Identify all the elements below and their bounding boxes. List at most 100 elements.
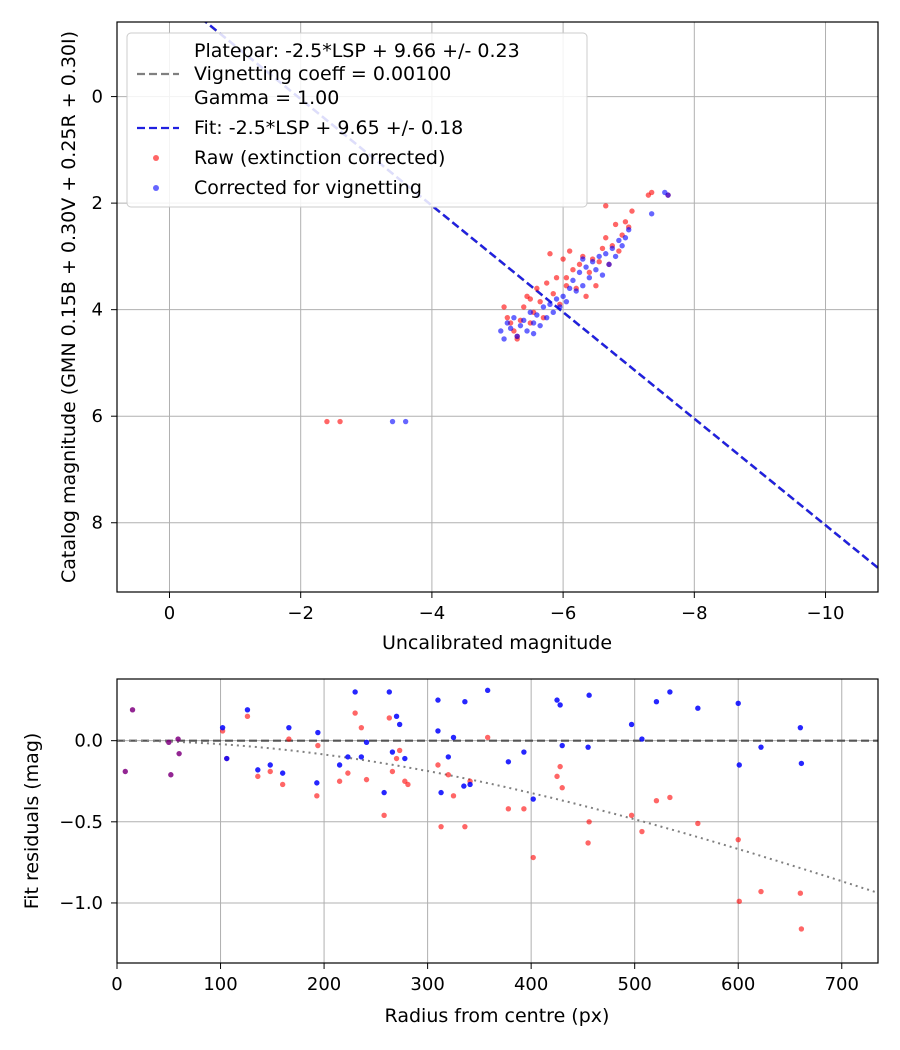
corrected-point [583,264,589,270]
legend-label-fit: Fit: -2.5*LSP + 9.65 +/- 0.18 [194,117,463,139]
corrected-residual-point [628,721,635,728]
corrected-residual-point [735,700,741,707]
legend-label-vignetting: Vignetting coeff = 0.00100 [194,63,451,85]
raw-residual-point [505,806,512,812]
overlap-residual-point [176,750,182,757]
raw-residual-point [386,715,393,721]
corrected-point [665,192,671,198]
legend-label-platepar: Platepar: -2.5*LSP + 9.66 +/- 0.23 [194,40,520,62]
raw-residual-point [585,840,591,846]
top-xlabel: Uncalibrated magnitude [382,632,612,654]
overlap-residual-point [122,768,128,775]
corrected-point [580,256,586,262]
corrected-point [530,320,537,326]
corrected-point [619,243,625,249]
raw-residual-point [389,768,396,775]
raw-residual-point [736,898,742,905]
corrected-residual-point [450,734,457,741]
corrected-point [517,322,524,329]
corrected-point [507,325,514,332]
raw-point [622,219,629,225]
bottom-xtick-label: 500 [618,974,652,995]
corrected-point [589,259,596,265]
raw-point [593,282,599,289]
top-xtick-label: −8 [681,603,708,624]
legend-swatch-raw [153,155,159,161]
raw-residual-point [405,781,411,788]
raw-point [337,418,343,425]
bottom-xtick-label: 0 [111,974,122,995]
raw-residual-point [798,926,805,932]
corrected-residual-point [667,689,673,695]
bottom-tick-labels: 0 100 200 300 400 500 600 700 0.0 −0.5 −1.0 [59,731,859,995]
raw-point [583,293,589,300]
raw-point [547,251,553,257]
corrected-residual-point [396,721,403,728]
corrected-residual-point [393,713,400,720]
corrected-residual-point [797,724,804,731]
raw-residual-point [758,888,764,895]
top-xtick-label: −2 [287,603,314,624]
corrected-point [514,333,520,339]
corrected-point [501,336,507,342]
corrected-residual-point [255,767,261,773]
raw-point [629,208,635,214]
top-xtick-label: −6 [550,603,577,624]
raw-residual-point [559,785,565,791]
corrected-point [612,253,619,260]
raw-point [521,304,527,310]
corrected-residual-point [758,744,764,750]
corrected-point [560,293,566,300]
raw-residual-point [267,768,273,775]
corrected-residual-point [639,736,645,742]
corrected-residual-point [736,762,742,768]
corrected-residual-point [557,702,563,708]
bottom-data-points [122,687,805,932]
corrected-residual-point [798,760,805,767]
raw-point [596,259,602,265]
corrected-point [626,227,632,233]
raw-point [324,418,330,425]
corrected-residual-point [554,697,560,703]
bottom-reference-lines [117,739,878,894]
corrected-residual-point [224,755,230,762]
raw-residual-point [363,776,370,783]
raw-point [586,269,593,276]
corrected-point [504,320,511,326]
corrected-point [593,267,599,273]
corrected-residual-point [462,699,468,705]
corrected-residual-point [521,749,527,755]
corrected-point [527,309,534,316]
raw-point [616,248,622,254]
bottom-xtick-label: 200 [307,974,341,995]
top-ytick-label: 0 [92,87,103,108]
overlap-residual-point [166,739,172,745]
bottom-ylabel: Fit residuals (mag) [21,733,43,910]
corrected-point [606,261,612,268]
raw-residual-point [639,828,645,835]
bottom-xtick-label: 300 [410,974,444,995]
corrected-residual-point [530,796,536,802]
top-tick-labels: 0 −2 −4 −6 −8 −10 0 2 4 6 8 [92,87,845,624]
corrected-residual-point [336,762,343,768]
raw-point [566,248,573,254]
corrected-point [534,312,540,318]
corrected-point [566,285,573,292]
raw-point [560,256,566,262]
overlap-residual-point [129,707,136,713]
corrected-residual-point [345,754,351,760]
legend-label-raw: Raw (extinction corrected) [194,147,445,169]
raw-residual-point [557,763,563,770]
raw-point [544,280,550,286]
bottom-xlabel: Radius from centre (px) [385,1005,610,1027]
raw-residual-point [393,755,400,762]
corrected-point [622,235,629,241]
corrected-point [616,237,622,244]
corrected-residual-point [484,687,491,694]
raw-residual-point [450,793,457,799]
top-xtick-label: 0 [164,603,175,624]
corrected-point [580,282,586,289]
raw-point [553,275,560,281]
raw-residual-point [336,778,343,784]
raw-point [648,189,655,196]
